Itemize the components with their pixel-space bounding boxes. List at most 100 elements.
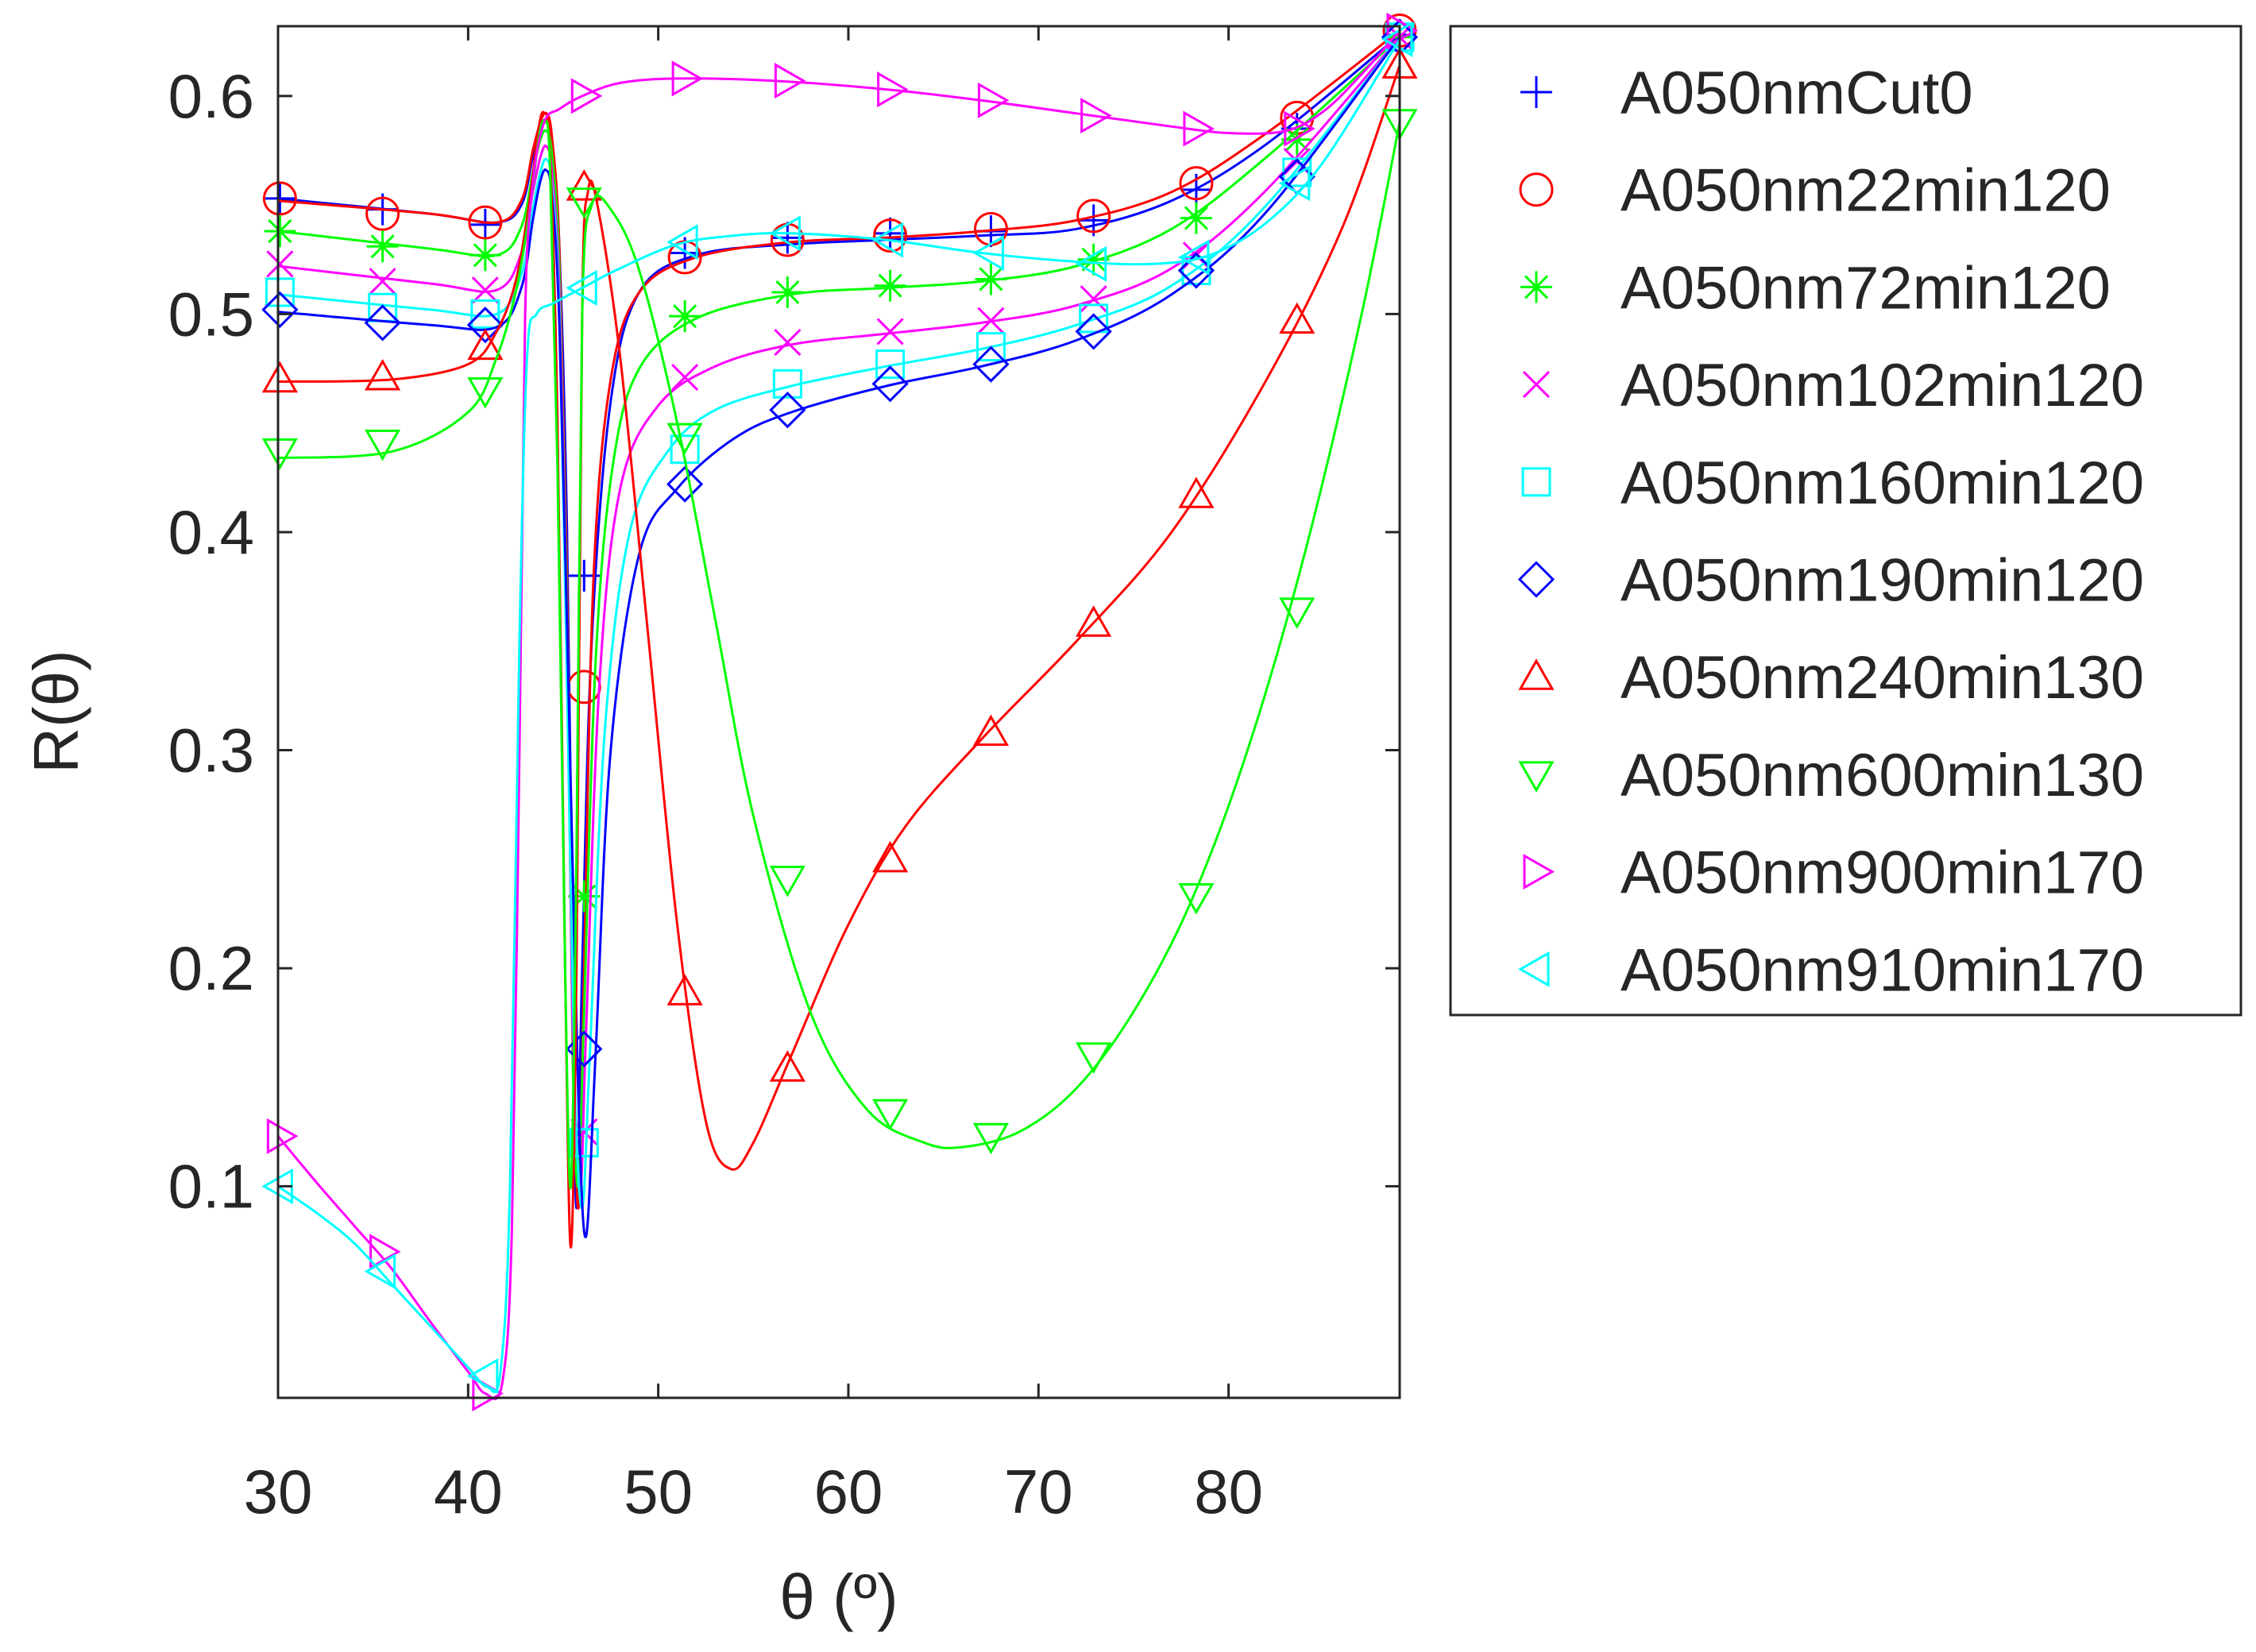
data-point [266, 250, 294, 278]
data-point [975, 332, 1006, 362]
data-point [1179, 166, 1214, 201]
data-point [977, 82, 1010, 118]
data-point [1181, 256, 1211, 286]
data-point [1080, 97, 1112, 134]
legend-label: A050nm190min120 [1621, 547, 2144, 615]
data-point [470, 299, 500, 329]
data-point [568, 880, 601, 913]
data-point [364, 304, 401, 342]
data-point [671, 60, 704, 97]
data-point [1386, 12, 1419, 49]
data-point [769, 866, 805, 897]
data-point [264, 215, 296, 248]
data-point [871, 222, 904, 258]
data-point [364, 1253, 396, 1290]
data-point [771, 276, 804, 308]
plot-background [278, 26, 1400, 1398]
legend-label: A050nmCut0 [1621, 60, 1973, 127]
data-point [975, 263, 1007, 295]
data-point [264, 182, 296, 214]
data-point [369, 268, 396, 295]
y-tick-label: 0.2 [168, 933, 254, 1003]
data-point [570, 78, 603, 114]
data-point [669, 300, 701, 333]
data-point [266, 1117, 299, 1155]
data-point [261, 291, 299, 329]
legend: A050nmCut0 A050nm22min120 A050nm72min120 A0… [1449, 25, 2242, 1017]
data-point [769, 215, 801, 252]
data-point [365, 429, 401, 461]
data-point [369, 1233, 401, 1270]
data-point [262, 181, 297, 216]
x-tick-label: 60 [814, 1457, 883, 1527]
plot-frame [276, 25, 1401, 1399]
data-point [1177, 239, 1210, 276]
data-point [469, 239, 501, 272]
data-point [774, 63, 806, 99]
data-point [1076, 1042, 1112, 1074]
data-point [1077, 243, 1110, 276]
data-point [468, 205, 503, 240]
data-point [875, 349, 906, 380]
legend-label: A050nm102min120 [1621, 352, 2144, 419]
data-point [1076, 199, 1111, 234]
legend-marker [1522, 371, 1551, 399]
legend-label: A050nm600min130 [1621, 742, 2144, 809]
data-point [769, 1050, 805, 1082]
data-point [467, 328, 504, 361]
data-point [1183, 110, 1215, 147]
legend-entry: A050nm240min130 [1518, 644, 2144, 712]
data-point [872, 1098, 909, 1131]
series-line [277, 36, 1401, 1210]
series-line [276, 29, 1401, 1400]
data-point [466, 307, 504, 344]
data-point [569, 1128, 599, 1158]
y-tick-label: 0.3 [168, 716, 254, 785]
x-tick-label: 30 [244, 1457, 313, 1527]
data-point [774, 329, 802, 357]
data-point [1076, 605, 1112, 637]
legend-marker [1520, 271, 1552, 303]
data-point [471, 276, 499, 304]
y-tick-label: 0.1 [168, 1152, 254, 1222]
legend-entry: A050nm22min120 [1519, 157, 2111, 225]
data-point [876, 318, 904, 345]
data-point [666, 224, 698, 261]
data-point [1279, 597, 1315, 629]
series-line [277, 38, 1401, 1394]
data-point [365, 359, 401, 391]
y-tick-label: 0.6 [168, 61, 254, 131]
series-layer [261, 12, 1419, 1412]
legend-entry: A050nm102min120 [1522, 352, 2144, 419]
data-point [874, 217, 906, 249]
legend-label: A050nm900min170 [1621, 840, 2144, 907]
data-point [769, 392, 806, 429]
data-point [1080, 285, 1107, 313]
legend-label: A050nm72min120 [1621, 254, 2111, 322]
legend-label: A050nm910min170 [1621, 936, 2144, 1004]
data-point [1079, 303, 1109, 334]
data-point [1381, 21, 1413, 58]
legend-box [1449, 25, 2242, 1017]
x-axis-label: θ (º) [779, 1561, 898, 1632]
y-tick-label: 0.5 [168, 279, 254, 349]
y-axis-label: R(θ) [21, 650, 91, 774]
data-point [1284, 110, 1315, 147]
data-point [469, 208, 501, 241]
data-point [972, 714, 1010, 747]
data-point [972, 234, 1004, 272]
data-point [566, 269, 597, 307]
data-point [1180, 202, 1212, 234]
series-line [277, 119, 1401, 1190]
data-point [265, 277, 295, 307]
x-tick-label: 40 [434, 1457, 503, 1527]
series-A050nm900min170 [266, 12, 1419, 1412]
data-point [874, 269, 906, 302]
data-point [1075, 313, 1112, 350]
data-point [1178, 477, 1215, 508]
legend-marker [1520, 76, 1552, 108]
legend-marker [1518, 761, 1555, 793]
data-point [872, 840, 909, 873]
x-tick-label: 70 [1004, 1457, 1073, 1527]
